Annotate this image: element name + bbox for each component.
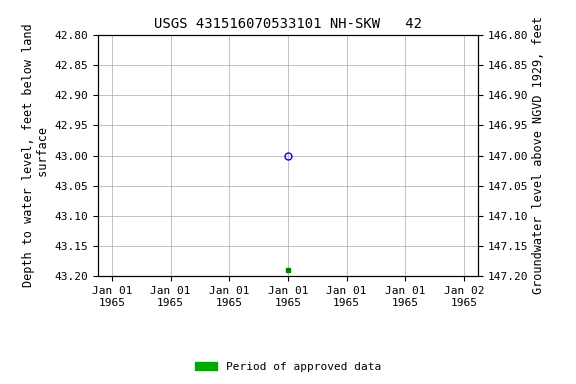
Title: USGS 431516070533101 NH-SKW   42: USGS 431516070533101 NH-SKW 42 (154, 17, 422, 31)
Y-axis label: Groundwater level above NGVD 1929, feet: Groundwater level above NGVD 1929, feet (532, 17, 545, 295)
Y-axis label: Depth to water level, feet below land
 surface: Depth to water level, feet below land su… (22, 24, 50, 287)
Legend: Period of approved data: Period of approved data (191, 358, 385, 377)
